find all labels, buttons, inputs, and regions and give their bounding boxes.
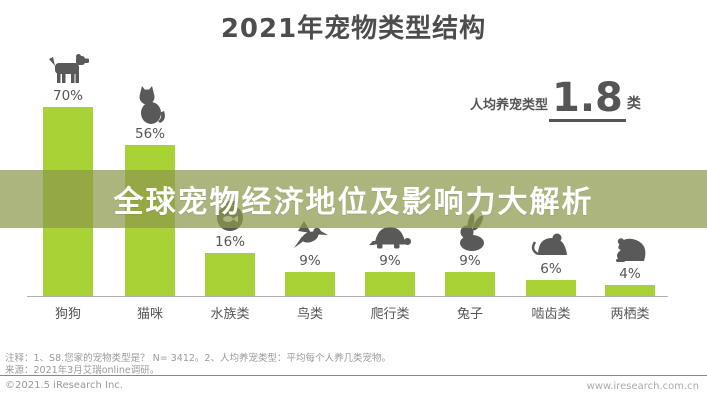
bar-value-label: 9% xyxy=(379,252,401,269)
turtle-icon xyxy=(369,223,411,251)
category-label: 鸟类 xyxy=(296,307,323,322)
category-label: 狗狗 xyxy=(54,307,81,322)
dog-icon xyxy=(46,50,90,86)
bar-value-label: 56% xyxy=(134,125,165,142)
frog-icon xyxy=(611,233,649,264)
avg-stat-label: 人均养宠类型 xyxy=(470,97,549,113)
avg-pet-types-stat: 人均养宠类型 1.8 类 xyxy=(470,78,641,122)
bar xyxy=(365,271,415,296)
avg-stat-unit: 类 xyxy=(626,95,641,112)
watermark-band: 全球宠物经济地位及影响力大解析 xyxy=(0,170,707,228)
bar-group-cat: 56% 猫咪 xyxy=(110,0,190,322)
bar-group-rabbit: 9% 兔子 xyxy=(430,0,510,322)
bar xyxy=(285,271,335,296)
category-label: 啮齿类 xyxy=(531,307,571,322)
bar xyxy=(205,252,255,296)
bar-value-label: 70% xyxy=(52,87,83,104)
footnote-source: 来源：2021年3月艾瑞online调研。 xyxy=(5,365,160,376)
cat-icon xyxy=(133,85,167,124)
category-label: 水族类 xyxy=(210,307,250,322)
bar-group-amphibian: 4% 两栖类 xyxy=(590,0,670,322)
bar-group-aquarium: 16% 水族类 xyxy=(190,0,270,322)
bar xyxy=(605,285,655,296)
bar-group-rodent: 6% 啮齿类 xyxy=(511,0,591,322)
category-label: 猫咪 xyxy=(136,307,163,322)
bar-group-dog: 70% 狗狗 xyxy=(28,0,108,322)
website-url: www.iresearch.com.cn xyxy=(586,381,699,392)
bar-value-label: 9% xyxy=(459,252,481,269)
category-label: 爬行类 xyxy=(370,307,410,322)
bar-group-reptile: 9% 爬行类 xyxy=(350,0,430,322)
bar-group-bird: 9% 鸟类 xyxy=(270,0,350,322)
category-label: 两栖类 xyxy=(610,307,650,322)
x-axis-baseline xyxy=(27,296,668,297)
bar-value-label: 4% xyxy=(619,266,641,283)
bar-value-label: 6% xyxy=(540,260,562,277)
footnote-annotation: 注释：1、S8.您家的宠物类型是？ N= 3412。2、人均养宠类型：平均每个人… xyxy=(5,353,391,364)
bar xyxy=(526,279,576,296)
bar-value-label: 16% xyxy=(214,233,245,250)
chart-title: 2021年宠物类型结构 xyxy=(220,14,487,44)
avg-stat-value: 1.8 xyxy=(549,78,626,122)
mouse-icon xyxy=(531,229,571,259)
copyright-text: ©2021.5 iResearch Inc. xyxy=(5,380,123,391)
footer-divider xyxy=(0,375,707,376)
overlay-article-title: 全球宠物经济地位及影响力大解析 xyxy=(113,185,594,220)
bar xyxy=(445,271,495,296)
category-label: 兔子 xyxy=(456,307,483,322)
bar-value-label: 9% xyxy=(299,252,321,269)
